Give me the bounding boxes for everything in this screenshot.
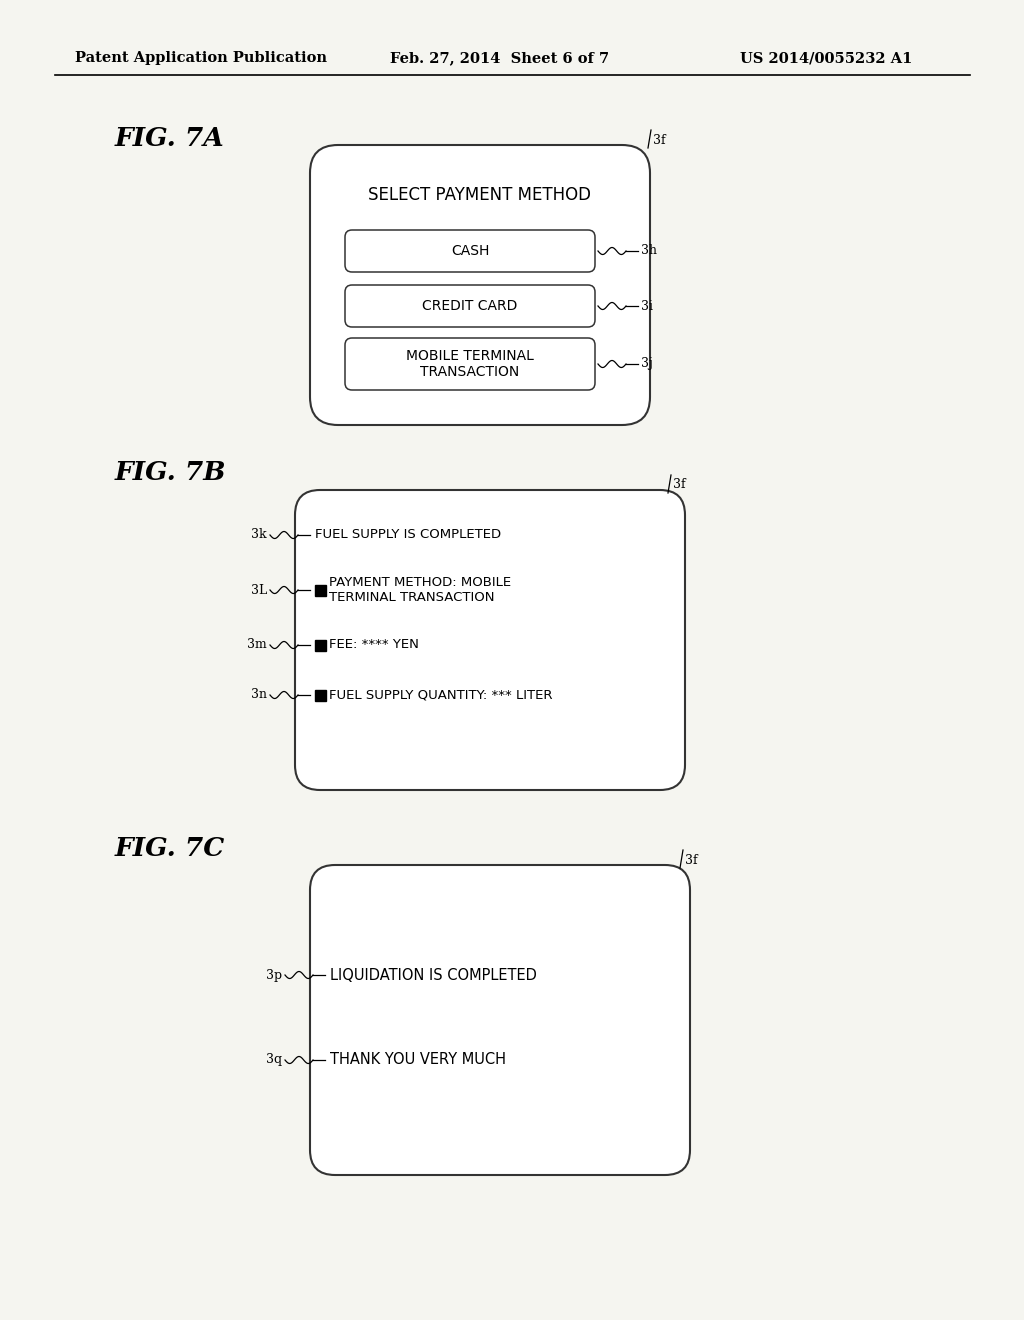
- FancyBboxPatch shape: [310, 145, 650, 425]
- Text: US 2014/0055232 A1: US 2014/0055232 A1: [740, 51, 912, 65]
- Text: FIG. 7A: FIG. 7A: [115, 125, 224, 150]
- Text: 3L: 3L: [251, 583, 267, 597]
- Text: CASH: CASH: [451, 244, 489, 257]
- Text: CREDIT CARD: CREDIT CARD: [422, 300, 518, 313]
- FancyBboxPatch shape: [345, 338, 595, 389]
- Text: LIQUIDATION IS COMPLETED: LIQUIDATION IS COMPLETED: [330, 968, 537, 982]
- Text: 3j: 3j: [641, 358, 653, 371]
- Text: FIG. 7B: FIG. 7B: [115, 459, 226, 484]
- Text: FEE: **** YEN: FEE: **** YEN: [329, 639, 419, 652]
- FancyBboxPatch shape: [310, 865, 690, 1175]
- FancyBboxPatch shape: [345, 285, 595, 327]
- Text: PAYMENT METHOD: MOBILE
TERMINAL TRANSACTION: PAYMENT METHOD: MOBILE TERMINAL TRANSACT…: [329, 576, 511, 605]
- Text: 3i: 3i: [641, 300, 653, 313]
- Text: 3q: 3q: [266, 1053, 282, 1067]
- Text: 3p: 3p: [266, 969, 282, 982]
- Text: Feb. 27, 2014  Sheet 6 of 7: Feb. 27, 2014 Sheet 6 of 7: [390, 51, 609, 65]
- Text: 3f: 3f: [653, 133, 666, 147]
- Text: SELECT PAYMENT METHOD: SELECT PAYMENT METHOD: [369, 186, 592, 205]
- FancyBboxPatch shape: [345, 230, 595, 272]
- Bar: [315, 639, 326, 651]
- FancyBboxPatch shape: [295, 490, 685, 789]
- Text: 3k: 3k: [251, 528, 267, 541]
- Text: 3n: 3n: [251, 689, 267, 701]
- Bar: [315, 585, 326, 595]
- Text: THANK YOU VERY MUCH: THANK YOU VERY MUCH: [330, 1052, 506, 1068]
- Bar: [315, 689, 326, 701]
- Text: 3h: 3h: [641, 244, 657, 257]
- Text: FIG. 7C: FIG. 7C: [115, 836, 225, 861]
- Text: 3m: 3m: [247, 639, 267, 652]
- Text: FUEL SUPPLY QUANTITY: *** LITER: FUEL SUPPLY QUANTITY: *** LITER: [329, 689, 553, 701]
- Text: 3f: 3f: [685, 854, 697, 866]
- Text: MOBILE TERMINAL
TRANSACTION: MOBILE TERMINAL TRANSACTION: [407, 348, 534, 379]
- Text: FUEL SUPPLY IS COMPLETED: FUEL SUPPLY IS COMPLETED: [315, 528, 501, 541]
- Text: 3f: 3f: [673, 479, 686, 491]
- Text: Patent Application Publication: Patent Application Publication: [75, 51, 327, 65]
